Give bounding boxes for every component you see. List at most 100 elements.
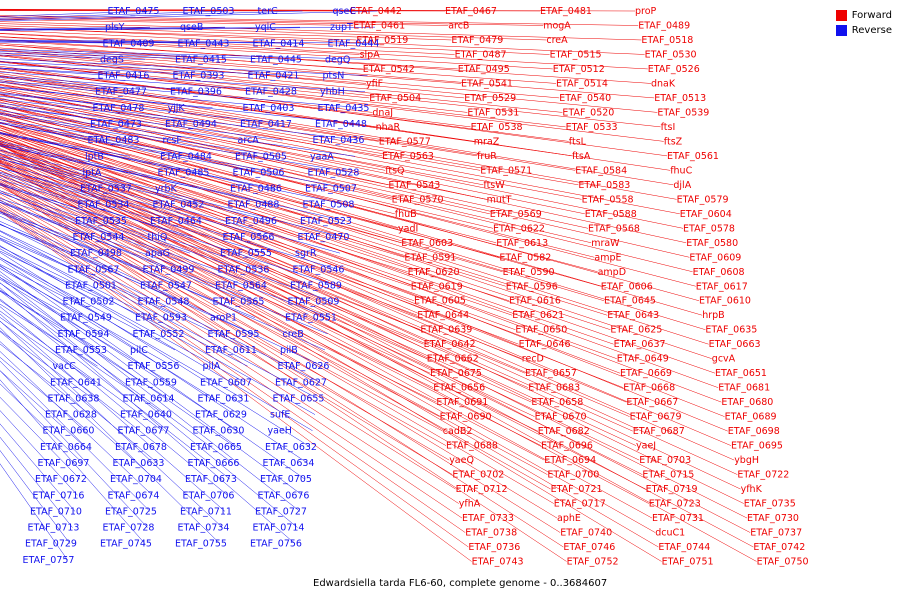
leader-line <box>0 142 624 388</box>
forward-gene-label: ETAF_0743 <box>472 557 524 568</box>
forward-gene-label: ETAF_0591 <box>404 252 456 263</box>
reverse-gene-label: ETAF_0725 <box>105 506 157 517</box>
reverse-gene-label: ETAF_0403 <box>243 103 295 114</box>
reverse-gene-label: ETAF_0484 <box>160 151 212 162</box>
leader-line <box>0 61 566 128</box>
leader-line <box>0 162 662 562</box>
reverse-gene-label: ETAF_0634 <box>263 458 315 469</box>
leader-line <box>0 122 712 359</box>
leader-line <box>0 450 71 544</box>
forward-gene-label: ETAF_0691 <box>436 397 488 408</box>
forward-gene-label: ETAF_0690 <box>440 412 492 423</box>
leader-line <box>0 143 273 205</box>
leader-line <box>0 33 455 55</box>
leader-line <box>0 91 383 157</box>
leader-line <box>0 201 453 475</box>
leader-line <box>0 210 469 548</box>
leader-line <box>0 105 490 215</box>
forward-gene-label: ETAF_0584 <box>575 165 627 176</box>
forward-gene-label: ETAF_0645 <box>604 296 656 307</box>
leader-line <box>0 50 658 113</box>
leader-line <box>0 54 465 99</box>
leader-line <box>0 77 363 109</box>
leader-line <box>0 157 526 374</box>
forward-gene-label: ETAF_0737 <box>750 528 802 539</box>
forward-gene-label: ETAF_0644 <box>417 310 469 321</box>
leader-line <box>0 180 554 504</box>
reverse-gene-label: ETAF_0641 <box>50 377 102 388</box>
leader-line <box>0 117 601 287</box>
forward-gene-label: ETAF_0590 <box>503 267 555 278</box>
reverse-gene-label: ETAF_0508 <box>303 200 355 211</box>
leader-line <box>0 160 418 316</box>
leader-line <box>0 26 376 31</box>
leader-line <box>0 21 642 41</box>
forward-gene-label: ETAF_0740 <box>560 528 612 539</box>
leader-line <box>0 112 703 316</box>
leader-line <box>0 207 463 519</box>
forward-gene-label: ETAF_0539 <box>657 107 709 118</box>
reverse-gene-label: vacC <box>53 361 77 372</box>
leader-line <box>0 17 449 26</box>
leader-line <box>0 119 709 345</box>
forward-gene-label: ETAF_0563 <box>382 151 434 162</box>
leader-line <box>0 52 367 84</box>
leader-line <box>0 160 653 519</box>
forward-gene-label: ETAF_0738 <box>465 528 517 539</box>
leader-line <box>0 153 271 222</box>
forward-gene-label: ETAF_0670 <box>535 412 587 423</box>
leader-line <box>0 33 648 70</box>
forward-gene-label: ETAF_0580 <box>686 238 738 249</box>
forward-gene-label: ETAF_0742 <box>753 542 805 553</box>
reverse-gene-label: ETAF_0415 <box>175 54 227 65</box>
reverse-gene-label: ETAF_0544 <box>73 232 125 243</box>
forward-gene-label: ETAF_0622 <box>493 223 545 234</box>
leader-line <box>0 150 633 432</box>
forward-gene-label: aphE <box>557 513 581 524</box>
forward-gene-label: ETAF_0571 <box>480 165 532 176</box>
leader-line <box>0 238 316 415</box>
leader-line <box>0 132 725 417</box>
reverse-gene-label: ETAF_0483 <box>88 135 140 146</box>
reverse-gene-label: ETAF_0443 <box>178 38 230 49</box>
leader-line <box>0 356 88 431</box>
leader-line <box>0 193 443 432</box>
reverse-gene-label: yaaA <box>310 151 334 162</box>
reverse-gene-label: ETAF_0611 <box>205 345 257 356</box>
leader-line <box>0 136 617 359</box>
leader-line <box>0 26 226 31</box>
leader-line <box>0 209 466 533</box>
forward-gene-label: ETAF_0683 <box>528 383 580 394</box>
forward-gene-label: dnaK <box>651 78 676 89</box>
leader-line <box>0 84 579 186</box>
reverse-gene-label: ETAF_0672 <box>35 474 87 485</box>
leader-line <box>0 78 576 171</box>
leader-line <box>0 75 216 92</box>
leader-line <box>0 154 640 461</box>
leader-line <box>0 178 551 490</box>
reverse-gene-label: ETAF_0552 <box>133 329 185 340</box>
reverse-gene-label: ETAF_0549 <box>60 313 112 324</box>
reverse-gene-label: ETAF_0559 <box>125 377 177 388</box>
reverse-gene-label: ETAF_0713 <box>28 523 80 534</box>
reverse-gene-label: ETAF_0728 <box>103 523 155 534</box>
leader-line <box>0 112 281 157</box>
leader-line <box>0 341 156 480</box>
forward-gene-label: ETAF_0675 <box>430 368 482 379</box>
leader-line <box>0 184 567 562</box>
reverse-gene-label: ETAF_0704 <box>110 474 162 485</box>
reverse-gene-label: ETAF_0428 <box>245 87 297 98</box>
leader-line <box>0 139 738 475</box>
reverse-gene-label: ETAF_0711 <box>180 506 232 517</box>
leader-line <box>0 149 519 345</box>
forward-gene-label: ETAF_0489 <box>638 20 690 31</box>
leader-line <box>0 143 408 273</box>
leader-line <box>0 98 211 125</box>
forward-gene-label: yaeQ <box>449 455 474 466</box>
label-leader-lines <box>0 8 757 562</box>
leader-line <box>0 212 186 286</box>
reverse-gene-label: ETAF_0464 <box>150 216 202 227</box>
reverse-gene-label: ETAF_0470 <box>298 232 350 243</box>
reverse-gene-label: ETAF_0414 <box>253 38 305 49</box>
leader-line <box>0 61 293 76</box>
